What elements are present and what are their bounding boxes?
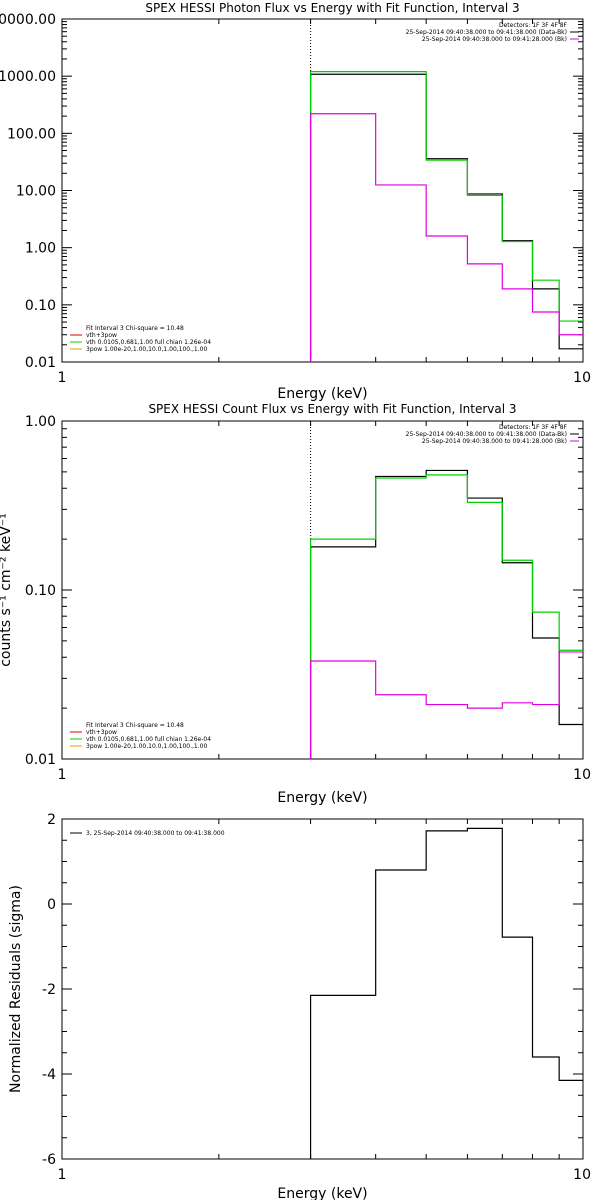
legend-entry: 3, 25-Sep-2014 09:40:38.000 to 09:41:38.… [86, 830, 225, 837]
x-axis-label: Energy (keV) [277, 1186, 367, 1200]
y-tick-label: 1000.00 [0, 69, 56, 85]
y-tick-label: -2 [42, 982, 56, 998]
x-axis-label: Energy (keV) [277, 790, 367, 806]
y-tick-label: 0.10 [25, 298, 56, 314]
series-black-step-line [309, 73, 583, 362]
plot-area [309, 421, 583, 759]
y-minor-ticks [62, 21, 583, 346]
plot-area [309, 827, 583, 1159]
x-axis-label: Energy (keV) [277, 386, 367, 402]
series-green-step-line [309, 474, 583, 759]
chart-title: SPEX HESSI Photon Flux vs Energy with Fi… [145, 1, 519, 15]
x-tick-label: 10 [573, 1167, 591, 1183]
legend-entry: 25-Sep-2014 09:40:38.000 to 09:41:38.000… [406, 431, 567, 438]
legend-entry: 3pow 1.00e-20,1.00,10.0,1.00,100.,1.00 [86, 743, 207, 750]
axes-frame [61, 18, 584, 363]
x-tick-label: 1 [58, 1167, 67, 1183]
axes-frame [61, 818, 584, 1160]
legend-entry: 3pow 1.00e-20,1.00,10.0,1.00,100.,1.00 [86, 346, 207, 353]
y-axis-label: counts s⁻¹ cm⁻² keV⁻¹ [0, 513, 14, 667]
legend-bottom-left: Fit Interval 3 Chi-square = 10.48vth+3po… [70, 722, 211, 750]
y-tick-label: 2 [47, 812, 56, 828]
legend-bottom-left: Fit Interval 3 Chi-square = 10.48vth+3po… [70, 325, 211, 353]
y-tick-label: 1.00 [25, 414, 56, 430]
y-tick-label: -6 [42, 1152, 56, 1168]
chart-panel-2: 1 10 0.01 0.10 1.00 SPEX HESSI Count Flux vs … [0, 402, 591, 806]
series-green-step-line [309, 71, 583, 362]
x-minor-ticks [218, 819, 560, 1159]
legend-entry: vth+3pow [86, 332, 117, 339]
x-tick-label: 1 [58, 767, 67, 783]
legend-entry: Fit Interval 3 Chi-square = 10.48 [86, 325, 184, 332]
legend-entry: vth 0.0105,0.681,1.00 full chian 1.26e-0… [86, 736, 211, 743]
x-minor-ticks [218, 421, 560, 759]
axes-frame [61, 420, 584, 760]
x-tick-label: 10 [573, 370, 591, 386]
y-tick-label: 0.01 [25, 752, 56, 768]
legend-entry: Detectors: 1F 3F 4F 8F [499, 22, 568, 29]
x-minor-ticks [218, 19, 560, 362]
y-axis-label: Normalized Residuals (sigma) [8, 885, 24, 1093]
y-tick-label: 100.00 [7, 126, 56, 142]
legend-top-left: 3, 25-Sep-2014 09:40:38.000 to 09:41:38.… [70, 830, 225, 837]
legend-entry: vth+3pow [86, 729, 117, 736]
plot-area [309, 19, 583, 362]
y-minor-ticks [62, 428, 583, 709]
y-tick-label: 10.00 [16, 184, 56, 200]
y-tick-label: 0.10 [25, 583, 56, 599]
series-black-step-line [309, 827, 583, 1159]
series-magenta-step-line [309, 113, 583, 362]
x-tick-label: 1 [58, 370, 67, 386]
y-tick-label: 1.00 [25, 241, 56, 257]
legend-entry: 25-Sep-2014 09:40:38.000 to 09:41:28.000… [422, 36, 567, 43]
legend-entry: Fit Interval 3 Chi-square = 10.48 [86, 722, 184, 729]
chart-panel-3: 1 10 -6 -4 -2 0 2 Energy (keV) Normalized Residu… [8, 812, 591, 1200]
y-tick-label: 0 [47, 897, 56, 913]
y-tick-label: 0.01 [25, 355, 56, 371]
y-tick-label: 0000.00 [0, 12, 56, 28]
legend-entry: 25-Sep-2014 09:40:38.000 to 09:41:28.000… [422, 438, 567, 445]
x-tick-label: 10 [573, 767, 591, 783]
y-tick-label: -4 [42, 1067, 56, 1083]
legend-entry: 25-Sep-2014 09:40:38.000 to 09:41:38.000… [406, 29, 567, 36]
legend-entry: Detectors: 1F 3F 4F 8F [499, 424, 568, 431]
chart-title: SPEX HESSI Count Flux vs Energy with Fit… [148, 402, 516, 416]
series-magenta-step-line [309, 651, 583, 759]
legend-entry: vth 0.0105,0.681,1.00 full chian 1.26e-0… [86, 339, 211, 346]
series-black-step-line [309, 469, 583, 759]
chart-panel-1: 1 10 0.01 0.10 1.00 10.00 100.00 1000.00 0000.00… [0, 1, 591, 402]
